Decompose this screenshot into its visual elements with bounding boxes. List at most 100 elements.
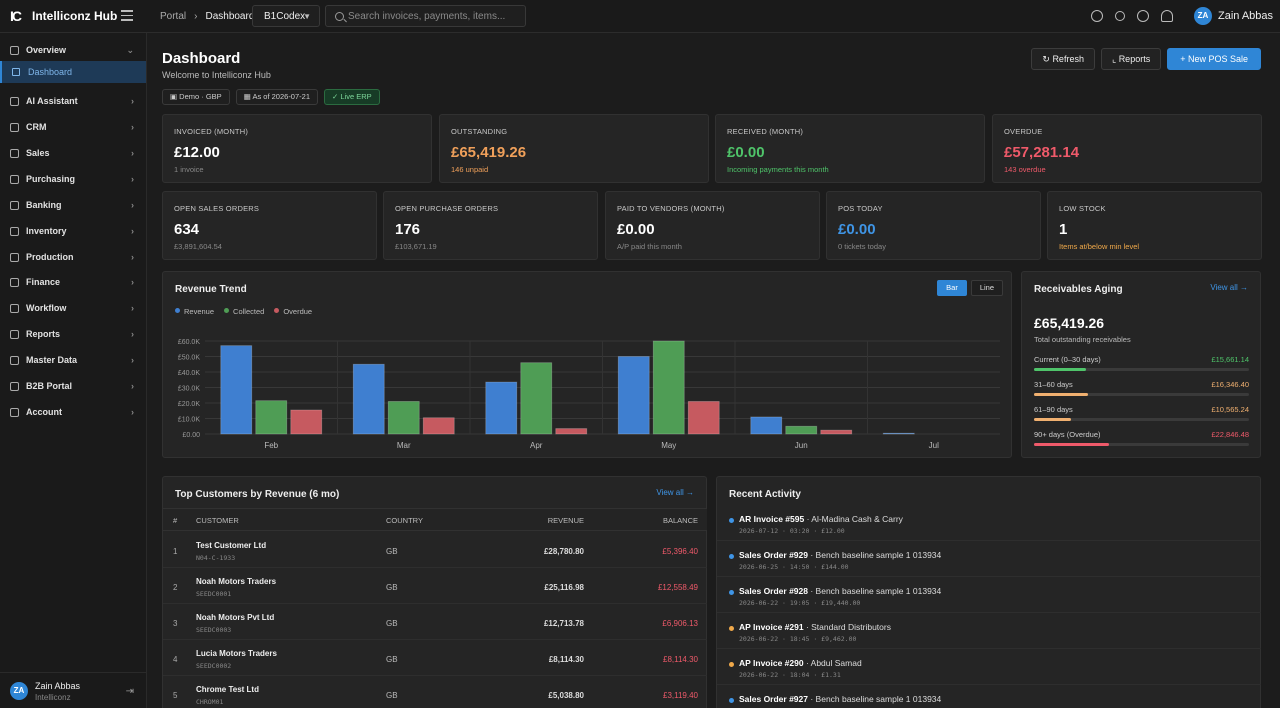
customer-name[interactable]: Noah Motors Traders	[196, 577, 277, 586]
history-clock-icon[interactable]	[1137, 10, 1149, 22]
logout-icon[interactable]: ⇥	[125, 686, 134, 697]
bar-revenue-feb[interactable]	[220, 345, 253, 435]
reports-button[interactable]: ⌞ Reports	[1100, 48, 1162, 70]
sidebar-item-overview[interactable]: Overview ⌄	[0, 37, 146, 63]
sidebar-item-dashboard[interactable]: Dashboard	[0, 61, 146, 83]
sidebar-item-reports[interactable]: Reports ›	[0, 321, 146, 347]
bar-collected-jun[interactable]	[785, 425, 818, 435]
bar-revenue-apr[interactable]	[485, 381, 518, 435]
activity-meta: 2026-06-25 · 14:50 · £144.00	[739, 563, 849, 571]
customers-view-all-link[interactable]: View all →	[656, 488, 694, 497]
globe-icon[interactable]	[1091, 10, 1103, 22]
bar-overdue-apr[interactable]	[555, 428, 588, 435]
bar-toggle-button[interactable]: Bar	[937, 280, 967, 296]
theme-sun-icon[interactable]	[1115, 11, 1125, 21]
line-toggle-button[interactable]: Line	[970, 280, 1003, 296]
bar-collected-mar[interactable]	[387, 401, 420, 435]
bar-overdue-feb[interactable]	[290, 409, 323, 435]
sidebar-item-b2b-portal[interactable]: B2B Portal ›	[0, 373, 146, 399]
sidebar-item-purchasing[interactable]: Purchasing ›	[0, 166, 146, 192]
revenue-chart: £0.00 £10.0K £20.0K £30.0K £40.0K £50.0K £60.0…	[178, 339, 1000, 450]
customer-name[interactable]: Chrome Test Ltd	[196, 685, 259, 694]
kpi-card[interactable]: PAID TO VENDORS (MONTH) £0.00 A/P paid thi…	[605, 191, 820, 260]
inventory-icon	[10, 226, 19, 236]
breadcrumb-root[interactable]: Portal	[160, 11, 187, 22]
bar-overdue-may[interactable]	[687, 401, 720, 435]
kpi-card[interactable]: OVERDUE £57,281.14 143 overdue	[992, 114, 1262, 183]
kpi-card[interactable]: INVOICED (MONTH) £12.00 1 invoice	[162, 114, 432, 183]
customer-revenue: £12,713.78	[543, 619, 584, 628]
kpi-value: 1	[1059, 221, 1068, 238]
legend-item[interactable]: Revenue	[175, 307, 214, 316]
kpi-card[interactable]: LOW STOCK 1 Items at/below min level	[1047, 191, 1262, 260]
table-row[interactable]: 3 Noah Motors Pvt Ltd SEEDC0003 GB £12,713.7…	[163, 604, 707, 640]
company-select[interactable]: B1Codex ▼	[252, 5, 320, 27]
table-row[interactable]: 5 Chrome Test Ltd CHROM01 GB £5,038.80 £3,119…	[163, 676, 707, 708]
bar-collected-feb[interactable]	[255, 400, 288, 435]
bar-revenue-mar[interactable]	[352, 363, 385, 435]
activity-item[interactable]: Sales Order #928 · Bench baseline sample…	[717, 577, 1261, 613]
bar-collected-apr[interactable]	[520, 362, 553, 435]
bar-overdue-jun[interactable]	[820, 429, 853, 435]
kpi-card[interactable]: OUTSTANDING £65,419.26 146 unpaid	[439, 114, 709, 183]
sidebar-item-production[interactable]: Production ›	[0, 244, 146, 270]
b2b-portal-icon	[10, 381, 19, 391]
customer-name[interactable]: Lucia Motors Traders	[196, 649, 277, 658]
row-index: 4	[173, 655, 178, 664]
activity-dot-icon	[729, 626, 734, 631]
sidebar-item-finance[interactable]: Finance ›	[0, 269, 146, 295]
activity-item[interactable]: Sales Order #929 · Bench baseline sample…	[717, 541, 1261, 577]
activity-item[interactable]: AP Invoice #291 · Standard Distributors 2…	[717, 613, 1261, 649]
sidebar-item-sales[interactable]: Sales ›	[0, 140, 146, 166]
activity-type: AR Invoice #595	[739, 514, 805, 524]
sidebar-item-account[interactable]: Account ›	[0, 399, 146, 425]
row-index: 1	[173, 547, 178, 556]
user-menu[interactable]: ZA Zain Abbas	[1194, 7, 1273, 25]
bar-overdue-mar[interactable]	[422, 417, 455, 435]
kpi-card[interactable]: RECEIVED (MONTH) £0.00 Incoming payments t…	[715, 114, 985, 183]
table-row[interactable]: 4 Lucia Motors Traders SEEDC0002 GB £8,114.3…	[163, 640, 707, 676]
customer-name[interactable]: Noah Motors Pvt Ltd	[196, 613, 275, 622]
activity-description: · Bench baseline sample 1 013934	[808, 586, 942, 596]
legend-item[interactable]: Collected	[224, 307, 264, 316]
bar-revenue-may[interactable]	[617, 356, 650, 435]
sidebar-item-workflow[interactable]: Workflow ›	[0, 295, 146, 321]
sidebar-item-master-data[interactable]: Master Data ›	[0, 347, 146, 373]
legend-item[interactable]: Overdue	[274, 307, 312, 316]
sidebar-item-inventory[interactable]: Inventory ›	[0, 218, 146, 244]
kpi-card[interactable]: OPEN PURCHASE ORDERS 176 £103,671.19	[383, 191, 598, 260]
bar-collected-may[interactable]	[652, 340, 685, 435]
x-tick-label: May	[661, 441, 676, 450]
aging-bar-track	[1034, 393, 1249, 396]
app-logo[interactable]: IC Intelliconz Hub	[10, 8, 117, 24]
customer-code: SEEDC0003	[196, 626, 232, 634]
table-row[interactable]: 2 Noah Motors Traders SEEDC0001 GB £25,116.9…	[163, 568, 707, 604]
as-of-chip: ▦ As of 2026-07-21	[235, 89, 318, 105]
bar-revenue-jul[interactable]	[882, 432, 915, 435]
receivables-aging-panel: Receivables Aging View all → £65,419.26 …	[1021, 271, 1261, 458]
activity-text: Sales Order #927 · Bench baseline sample…	[739, 694, 941, 704]
new-pos-sale-button[interactable]: + New POS Sale	[1167, 48, 1261, 70]
bar-revenue-jun[interactable]	[750, 416, 783, 435]
top-customers-title: Top Customers by Revenue (6 mo)	[175, 489, 340, 500]
activity-item[interactable]: Sales Order #927 · Bench baseline sample…	[717, 685, 1261, 708]
activity-text: Sales Order #928 · Bench baseline sample…	[739, 586, 941, 596]
kpi-card[interactable]: POS TODAY £0.00 0 tickets today	[826, 191, 1041, 260]
sidebar-item-ai-assistant[interactable]: AI Assistant ›	[0, 88, 146, 114]
sales-icon	[10, 148, 19, 158]
customer-name[interactable]: Test Customer Ltd	[196, 541, 267, 550]
sidebar-item-label: Banking	[26, 200, 62, 210]
sidebar-item-banking[interactable]: Banking ›	[0, 192, 146, 218]
menu-toggle-icon[interactable]	[121, 10, 133, 21]
activity-item[interactable]: AP Invoice #290 · Abdul Samad 2026-06-22 …	[717, 649, 1261, 685]
search-input[interactable]	[348, 9, 518, 22]
kpi-card[interactable]: OPEN SALES ORDERS 634 £3,891,604.54	[162, 191, 377, 260]
context-chips: ▣ Demo · GBP ▦ As of 2026-07-21 ✓ Live E…	[162, 89, 380, 105]
tenant-chip: ▣ Demo · GBP	[162, 89, 230, 105]
activity-item[interactable]: AR Invoice #595 · Al-Madina Cash & Carry…	[717, 505, 1261, 541]
refresh-button[interactable]: ↻ Refresh	[1031, 48, 1095, 70]
table-row[interactable]: 1 Test Customer Ltd N04-C-1933 GB £28,780.80…	[163, 532, 707, 568]
sidebar-item-crm[interactable]: CRM ›	[0, 114, 146, 140]
bell-icon[interactable]	[1161, 10, 1173, 22]
aging-view-all-link[interactable]: View all →	[1210, 283, 1248, 292]
